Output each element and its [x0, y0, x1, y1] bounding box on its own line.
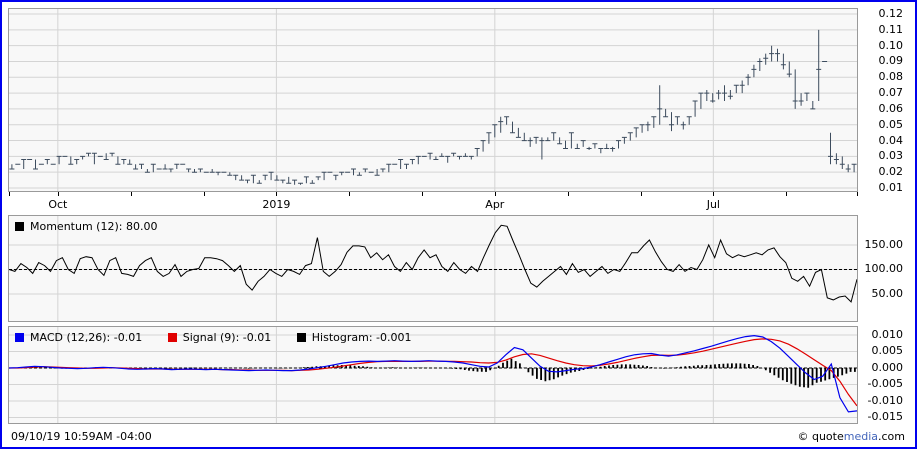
timestamp: 09/10/19 10:59AM -04:00 — [11, 430, 152, 443]
y-tick-label: 0.08 — [878, 70, 904, 84]
y-tick-label: 0.12 — [878, 7, 904, 21]
y-tick-label: 0.06 — [878, 101, 904, 115]
macd-panel: MACD (12,26): -0.01 Signal (9): -0.01 Hi… — [8, 326, 858, 424]
momentum-swatch-icon — [15, 222, 24, 231]
signal-legend-label: Signal (9): -0.01 — [182, 331, 272, 344]
signal-legend-item: Signal (9): -0.01 — [167, 331, 272, 344]
y-tick-label: 0.02 — [878, 165, 904, 179]
y-tick-label: -0.015 — [867, 410, 903, 424]
x-axis-label: Oct — [48, 198, 68, 211]
macd-legend-item: MACD (12,26): -0.01 — [15, 331, 142, 344]
x-axis-tick — [640, 192, 642, 196]
y-tick-label: 0.07 — [878, 86, 904, 100]
macd-y-axis: 0.010 0.005 0.000 -0.005 -0.010 -0.015 — [859, 326, 909, 424]
y-tick-label: 0.01 — [878, 180, 904, 194]
macd-swatch-icon — [15, 333, 24, 342]
x-axis-tick — [349, 192, 351, 196]
y-tick-label: 0.03 — [878, 149, 904, 163]
credit-prefix: © quote — [797, 430, 844, 443]
x-axis-tick — [857, 192, 858, 196]
credit-media: media — [843, 430, 878, 443]
macd-chart — [9, 327, 857, 423]
macd-legend-label: MACD (12,26): -0.01 — [30, 331, 143, 344]
histogram-legend-item: Histogram: -0.001 — [296, 331, 412, 344]
x-axis-label: 2019 — [262, 198, 291, 211]
y-tick-label: -0.010 — [867, 393, 903, 407]
y-tick-label: 0.11 — [878, 22, 904, 36]
y-tick-label: 0.09 — [878, 54, 904, 68]
momentum-y-axis: 150.00 100.00 50.00 — [859, 215, 909, 322]
price-panel — [8, 8, 858, 192]
price-chart — [9, 9, 857, 191]
x-axis-tick — [713, 192, 715, 196]
macd-legend: MACD (12,26): -0.01 Signal (9): -0.01 Hi… — [15, 331, 434, 344]
status-bar: 09/10/19 10:59AM -04:00 © quotemedia.com — [2, 427, 915, 447]
x-axis-tick — [130, 192, 132, 196]
histogram-legend-label: Histogram: -0.001 — [311, 331, 412, 344]
quotemedia-credit[interactable]: © quotemedia.com — [797, 430, 905, 443]
y-tick-label: 0.05 — [878, 117, 904, 131]
price-y-axis: 0.12 0.11 0.10 0.09 0.08 0.07 0.06 0.05 0.04 0.03… — [859, 7, 909, 194]
momentum-legend-item: Momentum (12): 80.00 — [15, 220, 157, 233]
momentum-chart — [9, 216, 857, 321]
y-tick-label: 0.000 — [871, 360, 904, 374]
x-axis-tick — [494, 192, 496, 196]
y-tick-label: 0.005 — [871, 344, 904, 358]
y-tick-label: 50.00 — [871, 287, 904, 300]
x-axis-label: Apr — [485, 198, 505, 211]
credit-suffix: .com — [878, 430, 905, 443]
y-tick-label: -0.005 — [867, 377, 903, 391]
y-tick-label: 100.00 — [864, 262, 904, 276]
histogram-swatch-icon — [296, 333, 306, 342]
y-tick-label: 150.00 — [864, 237, 904, 251]
x-axis-label: Jul — [706, 198, 720, 211]
x-axis-tick — [9, 192, 10, 196]
momentum-panel: Momentum (12): 80.00 — [8, 215, 858, 322]
x-axis-tick — [786, 192, 788, 196]
x-axis-tick — [57, 192, 59, 196]
momentum-legend: Momentum (12): 80.00 — [15, 220, 179, 233]
momentum-legend-label: Momentum (12): 80.00 — [30, 220, 158, 233]
x-axis-tick — [203, 192, 205, 196]
y-tick-label: 0.010 — [871, 327, 904, 341]
x-axis-tick — [567, 192, 569, 196]
x-axis-tick — [422, 192, 424, 196]
signal-swatch-icon — [167, 333, 177, 342]
y-tick-label: 0.04 — [878, 133, 904, 147]
x-axis: Oct 2019 Apr Jul — [8, 192, 858, 215]
y-tick-label: 0.10 — [878, 38, 904, 52]
x-axis-tick — [276, 192, 278, 196]
